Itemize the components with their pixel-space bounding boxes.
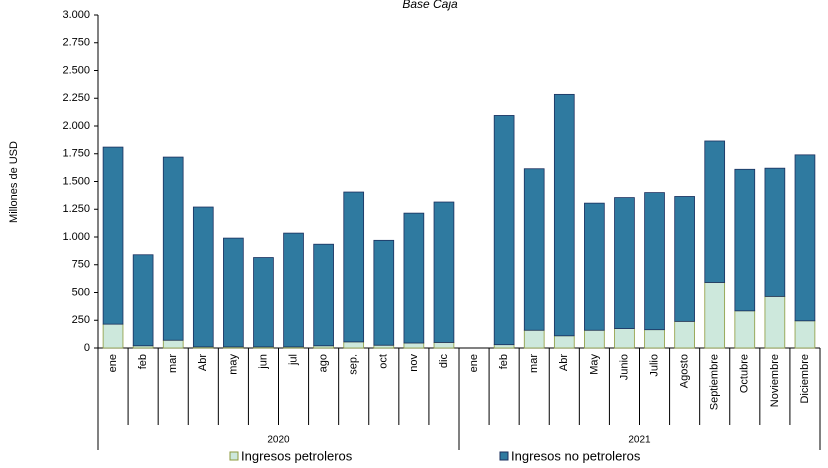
bar-segment — [493, 115, 515, 346]
legend-swatch — [229, 451, 239, 461]
x-tick-label: ene — [468, 354, 480, 372]
x-tick-label: Agosto — [679, 354, 691, 388]
bar-segment — [283, 232, 304, 348]
bar-segment — [523, 329, 545, 349]
bar-segment — [674, 320, 695, 349]
bar-segment — [102, 323, 124, 349]
y-tick-label: 2.000 — [62, 120, 90, 132]
bar-segment — [764, 295, 786, 349]
bar-segment — [493, 344, 515, 349]
x-tick-label: mar — [167, 354, 179, 373]
bar-segment — [704, 282, 726, 349]
bar-segment — [614, 328, 635, 349]
x-tick-label: Abr — [197, 354, 209, 371]
bar-segment — [584, 329, 605, 349]
bar-segment — [734, 168, 756, 312]
bar-segment — [192, 206, 214, 348]
y-tick-label: 1.500 — [62, 175, 90, 187]
bar-segment — [433, 342, 455, 349]
chart-title: Base Caja — [402, 0, 458, 11]
y-axis-label: Millones de USD — [8, 141, 20, 223]
bar-segment — [162, 156, 184, 341]
y-tick-label: 1.000 — [62, 231, 90, 243]
x-tick-label: may — [227, 354, 239, 375]
y-tick-label: 2.250 — [62, 92, 90, 104]
bar-segment — [373, 344, 395, 349]
x-tick-label: jul — [287, 354, 299, 366]
bar-segment — [553, 93, 575, 337]
bar-segment — [433, 201, 455, 343]
bar-segment — [253, 257, 274, 348]
bar-segment — [794, 154, 816, 322]
bar-segment — [343, 191, 365, 343]
x-tick-label: ene — [107, 354, 119, 372]
bar-segment — [373, 239, 395, 346]
bar-segment — [403, 212, 425, 344]
x-tick-label: Julio — [648, 354, 660, 377]
y-tick-label: 0 — [84, 342, 90, 354]
bar-segment — [403, 342, 425, 349]
x-tick-label: dic — [438, 354, 450, 369]
bar-segment — [523, 168, 545, 331]
legend-label: Ingresos no petroleros — [511, 448, 641, 463]
x-tick-label: nov — [408, 354, 420, 372]
group-label: 2021 — [628, 435, 651, 446]
legend-label: Ingresos petroleros — [241, 448, 353, 463]
bar-segment — [584, 202, 605, 331]
bar-segment — [794, 320, 816, 349]
bar-segment — [614, 197, 635, 329]
y-tick-label: 750 — [72, 259, 90, 271]
bar-segment — [764, 167, 786, 297]
y-tick-label: 500 — [72, 286, 90, 298]
bar-segment — [674, 196, 695, 322]
x-tick-label: Noviembre — [769, 354, 781, 407]
x-tick-label: May — [588, 354, 600, 375]
bar-segment — [734, 310, 756, 349]
x-tick-label: jun — [257, 354, 269, 370]
group-label: 2020 — [267, 435, 290, 446]
x-tick-label: Septiembre — [709, 354, 721, 410]
y-tick-label: 250 — [72, 314, 90, 326]
bar-segment — [343, 341, 365, 349]
x-tick-label: sep. — [348, 354, 360, 375]
bar-segment — [223, 237, 244, 348]
x-tick-label: Octubre — [739, 354, 751, 393]
bar-segment — [102, 146, 124, 325]
x-tick-label: feb — [498, 354, 510, 369]
x-tick-label: oct — [378, 354, 390, 369]
bar-segment — [644, 192, 665, 331]
legend-swatch — [499, 451, 509, 461]
bar-segment — [162, 339, 184, 349]
bar-segment — [313, 243, 334, 347]
x-tick-label: ago — [318, 354, 330, 372]
y-tick-label: 1.750 — [62, 148, 90, 160]
x-tick-label: Diciembre — [799, 354, 811, 404]
bar-segment — [644, 329, 665, 349]
x-tick-label: Junio — [618, 354, 630, 380]
y-tick-label: 3.000 — [62, 9, 90, 21]
x-tick-label: Abr — [558, 354, 570, 371]
bar-segment — [553, 335, 575, 349]
y-tick-label: 1.250 — [62, 203, 90, 215]
x-tick-label: feb — [137, 354, 149, 369]
x-tick-label: mar — [528, 354, 540, 373]
bar-segment — [132, 254, 154, 347]
y-tick-label: 2.500 — [62, 64, 90, 76]
bar-segment — [704, 140, 726, 283]
y-tick-label: 2.750 — [62, 37, 90, 49]
